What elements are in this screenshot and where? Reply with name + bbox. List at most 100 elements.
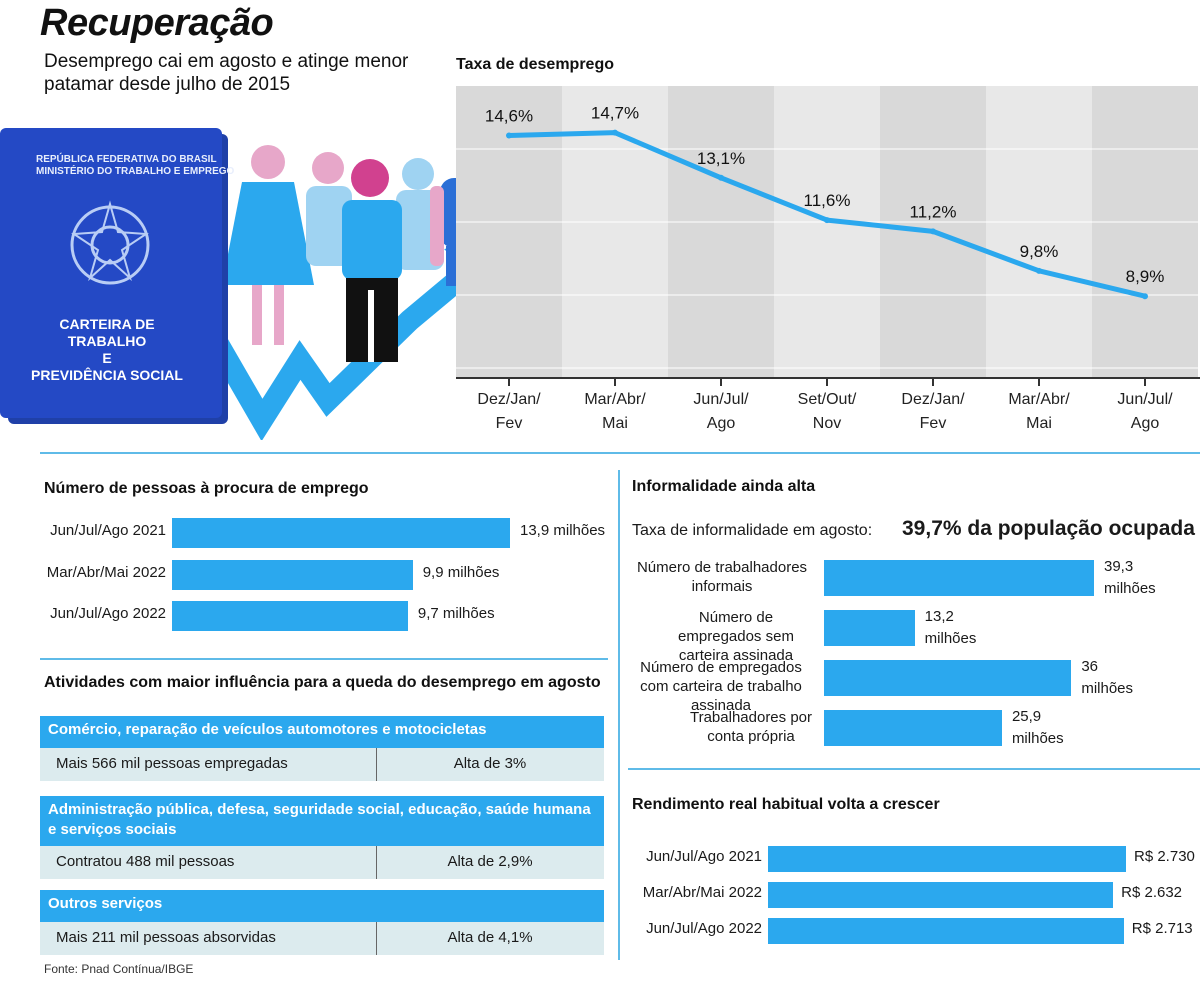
data-point [506,132,512,139]
column-divider [618,470,620,960]
booklet-title: CARTEIRA DE TRABALHO E PREVIDÊNCIA SOCIA… [22,316,192,384]
bar-category-label: Número de empregados com carteira de tra… [640,659,802,714]
activity-sector-header: Comércio, reparação de veículos automoto… [40,716,604,748]
chart-column-band [456,86,562,378]
bar [768,846,1126,872]
data-label: 13,1% [697,149,745,168]
chart-column-band [1092,86,1198,378]
activity-sector-header: Outros serviços [40,890,604,922]
activity-row-separator [376,748,377,781]
x-tick-label: Mai [602,415,628,432]
booklet-title2: E [102,350,112,366]
data-label: 9,8% [1020,242,1059,261]
booklet-title1: CARTEIRA DE TRABALHO [59,316,155,349]
bar [824,610,915,646]
bar-value-unit: milhões [1081,680,1134,697]
activity-change: Alta de 3% [453,755,527,772]
bar-value-label: R$ 2.632 [1121,884,1183,901]
informality-rate-label: Taxa de informalidade em agosto: [632,522,873,539]
data-point [1142,293,1148,300]
bar-value-number: 25,9 [1011,708,1042,725]
bar-category-label: Trabalhadores por conta própria [689,709,812,745]
x-tick-label: Fev [920,415,947,432]
booklet-line2: MINISTÉRIO DO TRABALHO E EMPREGO [36,166,235,177]
data-label: 14,7% [591,104,639,123]
informality-title: Informalidade ainda alta [632,478,816,495]
bar [172,560,413,590]
data-point [612,129,618,136]
bar [824,560,1094,596]
x-tick-label: Mar/Abr/ [584,391,646,408]
x-tick-label: Fev [496,415,523,432]
activities-title: Atividades com maior influência para a q… [44,674,601,691]
income-title: Rendimento real habitual volta a crescer [632,796,940,813]
page-subtitle: Desemprego cai em agosto e atinge menor … [44,51,409,95]
activity-change: Alta de 4,1% [447,929,533,946]
activity-row: Mais 211 mil pessoas absorvidas Alta de 4… [40,922,604,955]
x-tick-label: Jun/Jul/ [1117,391,1173,408]
bar-value-label: R$ 2.713 [1131,920,1193,937]
bar-category-label: Jun/Jul/Ago 2021 [646,848,762,865]
source-note: Fonte: Pnad Contínua/IBGE [44,962,194,976]
x-tick-label: Dez/Jan/ [901,391,965,408]
activity-row: Mais 566 mil pessoas empregadas Alta de 3… [40,748,604,781]
unemployment-chart-title: Taxa de desemprego [456,56,614,73]
x-tick-label: Mar/Abr/ [1008,391,1070,408]
chart-column-band [986,86,1092,378]
bar-value-unit: milhões [924,630,977,647]
activity-row-separator [376,922,377,955]
bar-value-label: R$ 2.730 [1134,848,1195,865]
bar-category-label: Número de empregados sem carteira assina… [678,609,794,664]
top-divider [40,452,1200,454]
job-search-title: Número de pessoas à procura de emprego [44,480,369,497]
activity-sector-header: Administração pública, defesa, seguridad… [40,796,604,846]
bar-value-number: 13,2 [924,608,954,625]
chart-column-band [774,86,880,378]
bar-value-number: 36 [1081,658,1099,675]
bar-value-label: 9,7 milhões [417,605,495,622]
data-label: 8,9% [1126,267,1165,286]
bar-category-label: Jun/Jul/Ago 2022 [50,605,166,622]
bar-value-label: 13,9 milhões [520,522,606,539]
chart-column-band [668,86,774,378]
activity-detail: Contratou 488 mil pessoas [56,853,235,870]
bar-value-number: 39,3 [1104,558,1134,575]
x-tick-label: Dez/Jan/ [477,391,541,408]
bar-category-label: Mar/Abr/Mai 2022 [642,884,762,901]
bar-value-unit: milhões [1104,580,1156,597]
x-tick-label: Mai [1026,415,1052,432]
x-tick-label: Ago [1131,415,1160,432]
work-booklet-icon [0,128,228,424]
activity-detail: Mais 566 mil pessoas empregadas [56,755,288,772]
informality-rate-value: 39,7% da população ocupada [902,517,1195,540]
data-point [1036,267,1042,274]
right-divider [628,768,1200,770]
data-label: 14,6% [485,106,533,125]
bar [824,660,1072,696]
activity-change: Alta de 2,9% [447,853,533,870]
data-point [824,217,830,224]
bar-category-label: Jun/Jul/Ago 2022 [646,920,762,937]
activity-detail: Mais 211 mil pessoas absorvidas [56,929,276,946]
bar [172,518,510,548]
growth-arrow-icon [200,261,478,440]
page-title: Recuperação [40,2,274,44]
bar [172,601,408,631]
x-tick-label: Nov [813,415,841,432]
unemployment-line-chart: 14,6%Dez/Jan/Fev202114,7%Mar/Abr/Mai2021… [456,86,1200,432]
data-label: 11,6% [804,191,851,210]
x-tick-label: Jun/Jul/ [693,391,749,408]
left-divider [40,658,608,660]
x-tick-label: Ago [707,415,736,432]
bar-value-unit: milhões [1011,730,1064,747]
data-point [930,228,936,235]
booklet-title3: PREVIDÊNCIA SOCIAL [31,367,183,383]
bar-category-label: Jun/Jul/Ago 2021 [50,522,166,539]
booklet-line1: REPÚBLICA FEDERATIVA DO BRASIL [36,154,217,165]
bar-category-label: Mar/Abr/Mai 2022 [46,564,166,581]
bar [768,882,1114,908]
activity-row-separator [376,846,377,879]
bar-category-label: Número de trabalhadores informais [636,559,808,595]
bar [768,918,1124,944]
booklet-header: REPÚBLICA FEDERATIVA DO BRASIL MINISTÉRI… [36,154,234,178]
